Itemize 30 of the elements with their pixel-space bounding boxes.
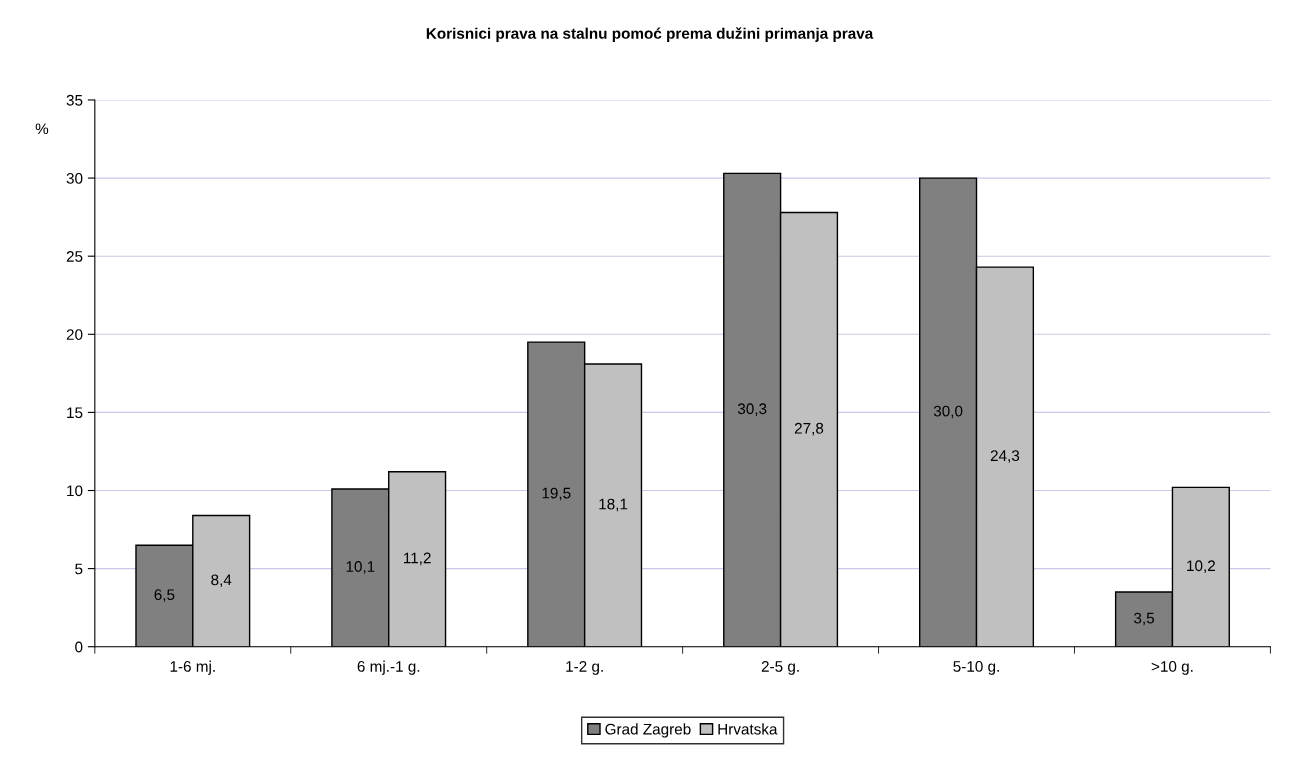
data-label: 10,2 bbox=[1187, 560, 1215, 573]
y-axis-title: % bbox=[35, 123, 49, 135]
data-label: 10,1 bbox=[346, 561, 375, 574]
y-tick-label: 20 bbox=[66, 329, 83, 340]
data-label: 18,1 bbox=[599, 498, 628, 512]
x-tick-label: 6 mj.-1 g. bbox=[357, 660, 420, 675]
y-tick-label: 35 bbox=[66, 94, 83, 106]
data-label: 24,3 bbox=[990, 450, 1020, 463]
x-tick-label: 1-6 mj. bbox=[170, 660, 215, 675]
data-label: 19,5 bbox=[542, 487, 571, 501]
x-tick-label: 2-5 g. bbox=[761, 661, 799, 675]
y-tick-label: 25 bbox=[66, 251, 83, 262]
data-label: 3,5 bbox=[1134, 612, 1155, 626]
x-tick-label: 5-10 g. bbox=[953, 661, 999, 675]
y-tick-label: 10 bbox=[67, 485, 83, 497]
data-label: 27,8 bbox=[794, 422, 824, 436]
x-tick-label: 1-2 g. bbox=[566, 661, 603, 675]
data-label: 30,0 bbox=[933, 405, 963, 419]
data-label: 8,4 bbox=[211, 574, 232, 588]
y-tick-label: 5 bbox=[75, 563, 83, 575]
y-tick-label: 0 bbox=[75, 641, 83, 653]
x-tick-label: >10 g. bbox=[1151, 661, 1193, 675]
data-label: 30,3 bbox=[737, 403, 767, 416]
legend-label: Grad Zagreb bbox=[605, 723, 691, 738]
data-label: 11,2 bbox=[404, 552, 431, 566]
data-label: 6,5 bbox=[154, 589, 175, 602]
y-tick-label: 15 bbox=[67, 407, 83, 419]
y-tick-label: 30 bbox=[66, 172, 83, 184]
legend-label: Hrvatska bbox=[718, 723, 778, 735]
chart-title: Korisnici prava na stalnu pomoć prema dužini primanja prava bbox=[426, 27, 874, 42]
